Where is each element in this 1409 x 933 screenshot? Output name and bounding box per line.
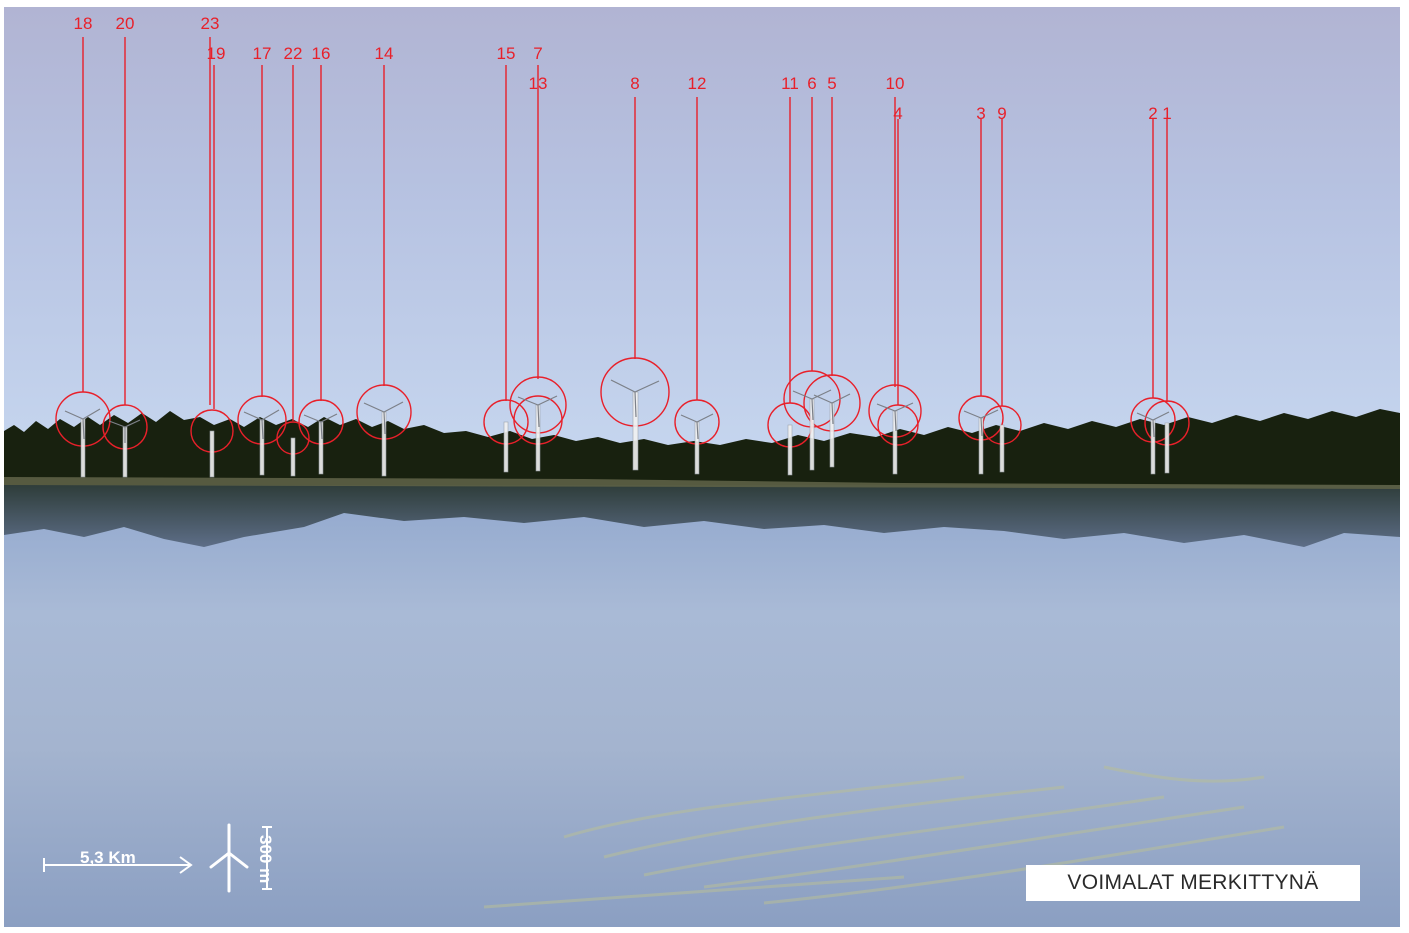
- caption-box: VOIMALAT MERKITTYNÄ: [1026, 865, 1360, 901]
- turbine-masts: [80, 391, 1170, 478]
- turbine-label-17: 17: [253, 44, 272, 63]
- turbine-label-9: 9: [997, 104, 1006, 123]
- turbine-label-10: 10: [886, 74, 905, 93]
- water: [4, 477, 1400, 927]
- turbine-label-6: 6: [807, 74, 816, 93]
- turbine-label-23: 23: [201, 14, 220, 33]
- turbine-markers: [55, 37, 1190, 455]
- turbine-label-14: 14: [375, 44, 394, 63]
- distance-label: 5,3 Km: [80, 848, 136, 867]
- shoreline: [4, 477, 1400, 489]
- turbine-label-22: 22: [284, 44, 303, 63]
- wind-turbine-icon: [209, 823, 249, 893]
- height-label: 300 m: [256, 835, 275, 884]
- turbine-label-12: 12: [688, 74, 707, 93]
- treeline: [4, 409, 1400, 485]
- scale-bar: [43, 823, 272, 893]
- forest-reflection: [4, 485, 1400, 547]
- lake-photo: 18 20 23 19 17 22 16 14 15 7 13 8 12 11 …: [4, 7, 1400, 927]
- turbine-label-20: 20: [116, 14, 135, 33]
- turbine-label-16: 16: [312, 44, 331, 63]
- turbine-label-19: 19: [207, 44, 226, 63]
- turbine-blades: [64, 379, 1170, 443]
- turbine-label-5: 5: [827, 74, 836, 93]
- turbine-label-11: 11: [781, 74, 799, 93]
- turbine-label-1: 1: [1162, 104, 1171, 123]
- turbine-label-4: 4: [893, 104, 902, 123]
- turbine-number-labels: 18 20 23 19 17 22 16 14 15 7 13 8 12 11 …: [74, 14, 1172, 123]
- turbine-label-2: 2: [1148, 104, 1157, 123]
- photo-frame: 18 20 23 19 17 22 16 14 15 7 13 8 12 11 …: [4, 7, 1400, 927]
- turbine-label-3: 3: [976, 104, 985, 123]
- caption-text: VOIMALAT MERKITTYNÄ: [1067, 871, 1319, 894]
- turbine-label-7: 7: [533, 44, 542, 63]
- turbine-label-18: 18: [74, 14, 93, 33]
- weed-strands: [483, 765, 1285, 909]
- turbine-label-8: 8: [630, 74, 639, 93]
- turbine-label-13: 13: [529, 74, 548, 93]
- turbine-label-15: 15: [497, 44, 516, 63]
